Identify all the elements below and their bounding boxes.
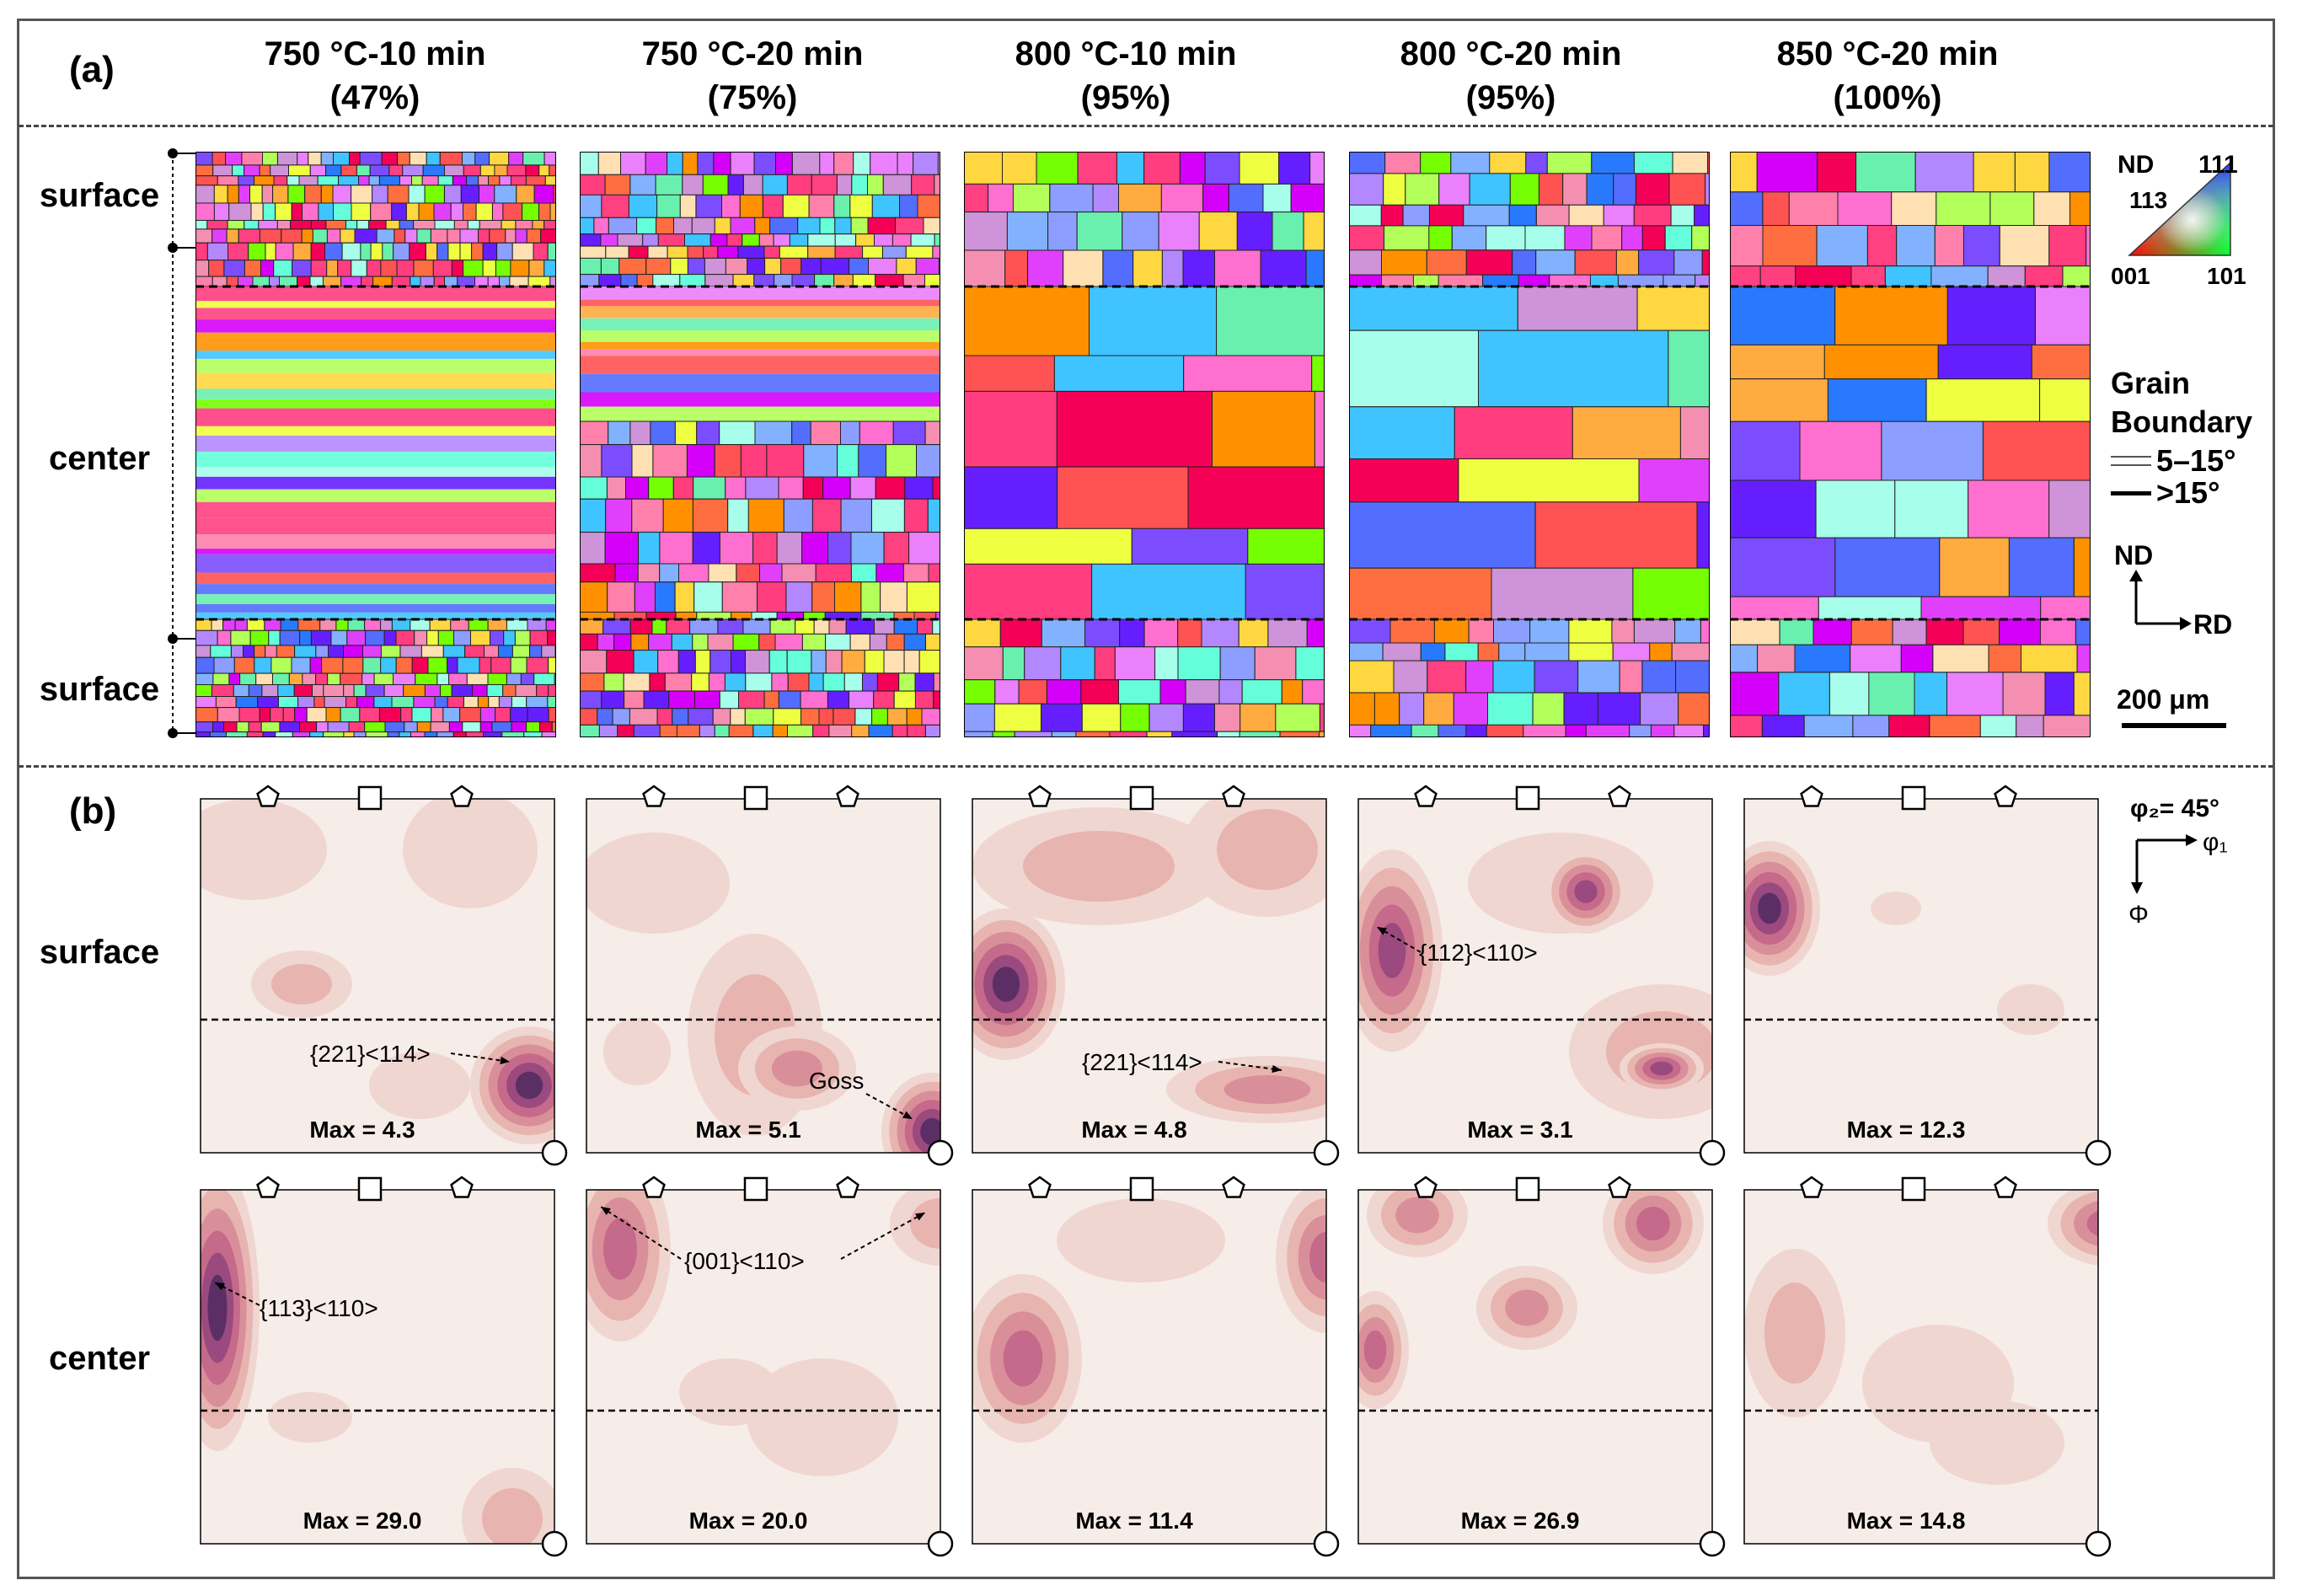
- annotation-221-114: {221}<114>: [310, 1041, 431, 1067]
- ipf-001-label: 001: [2111, 263, 2150, 289]
- odf-surface-2: Max = 5.1 Goss: [586, 785, 954, 1166]
- phi1-label: φ₁: [2203, 828, 2228, 856]
- ipf-101-label: 101: [2207, 263, 2246, 289]
- odf-max-label: Max = 11.4: [1075, 1508, 1193, 1534]
- odf-center-5: Max = 14.8: [1743, 1176, 2112, 1557]
- ebsd-map-4: [1349, 152, 1710, 737]
- column-header-3: 800 °C-10 min (95%): [940, 32, 1311, 120]
- odf-surface-5: Max = 12.3: [1743, 785, 2112, 1166]
- condition-label: 850 °C-20 min: [1776, 35, 1999, 72]
- thickness-bracket: [168, 148, 196, 738]
- panel-label-a: (a): [69, 49, 115, 90]
- condition-label: 750 °C-20 min: [641, 35, 864, 72]
- ebsd-map-3: [964, 152, 1325, 737]
- condition-label: 750 °C-10 min: [264, 35, 486, 72]
- axis-nd-label: ND: [2114, 540, 2153, 570]
- figure-frame: [17, 19, 2275, 1579]
- annotation-113-110: {113}<110>: [260, 1295, 378, 1321]
- panel-label-b: (b): [69, 790, 117, 832]
- ebsd-map-5: [1730, 152, 2091, 737]
- odf-max-label: Max = 12.3: [1847, 1117, 1966, 1143]
- scale-bar: [2122, 723, 2226, 728]
- odf-max-label: Max = 4.8: [1081, 1117, 1186, 1143]
- ipf-111-label: 111: [2198, 151, 2238, 179]
- grain-boundary-title-1: Grain: [2111, 366, 2191, 400]
- annotation-001-110: {001}<110>: [684, 1248, 805, 1274]
- high-angle-boundary-label: >15°: [2156, 475, 2220, 510]
- odf-center-1: Max = 29.0 {113}<110>: [200, 1176, 568, 1557]
- ipf-triangle-legend: ND 111 113 001 101: [2111, 151, 2246, 289]
- ebsd-map-2: [580, 152, 940, 737]
- grain-boundary-legend: Grain Boundary 5–15° >15°: [2111, 364, 2252, 512]
- odf-max-label: Max = 4.3: [309, 1117, 415, 1143]
- header-divider: [19, 125, 2273, 127]
- fraction-label: (95%): [1080, 79, 1171, 116]
- odf-row-label-surface: surface: [39, 934, 160, 971]
- grain-boundary-title-2: Boundary: [2111, 404, 2253, 439]
- axis-rd-label: RD: [2193, 609, 2232, 640]
- column-header-4: 800 °C-20 min (95%): [1325, 32, 1696, 120]
- odf-max-label: Max = 29.0: [303, 1508, 422, 1534]
- phi2-label: φ₂= 45°: [2130, 795, 2219, 822]
- high-angle-boundary-swatch: [2111, 490, 2151, 495]
- sample-axes-legend: ND RD: [2114, 540, 2232, 640]
- fraction-label: (100%): [1833, 79, 1942, 116]
- odf-center-3: Max = 11.4: [972, 1176, 1340, 1557]
- odf-max-label: Max = 3.1: [1467, 1117, 1572, 1143]
- annotation-112-110: {112}<110>: [1419, 940, 1538, 966]
- fraction-label: (75%): [707, 79, 798, 116]
- condition-label: 800 °C-10 min: [1015, 35, 1237, 72]
- ipf-113-label: 113: [2129, 187, 2167, 213]
- low-angle-boundary-swatch: [2111, 456, 2151, 466]
- odf-max-label: Max = 14.8: [1847, 1508, 1966, 1534]
- column-header-5: 850 °C-20 min (100%): [1702, 32, 2073, 120]
- phi-label: Φ: [2128, 901, 2149, 929]
- ipf-nd-label: ND: [2118, 151, 2154, 179]
- odf-center-2: Max = 20.0 {001}<110>: [586, 1176, 954, 1557]
- odf-surface-4: Max = 3.1 {112}<110>: [1357, 785, 1726, 1166]
- odf-max-label: Max = 5.1: [695, 1117, 800, 1143]
- annotation-221-114: {221}<114>: [1082, 1049, 1202, 1075]
- odf-row-label-center: center: [48, 1340, 151, 1377]
- ebsd-row-label-surface-bottom: surface: [39, 671, 160, 708]
- panel-divider: [19, 765, 2273, 768]
- odf-surface-1: Max = 4.3 {221}<114>: [200, 785, 568, 1166]
- odf-axes-legend: φ₂= 45° φ₁ Φ: [2128, 795, 2228, 929]
- odf-center-4: Max = 26.9: [1357, 1176, 1726, 1557]
- odf-max-label: Max = 20.0: [689, 1508, 808, 1534]
- ebsd-row-label-center: center: [48, 440, 151, 477]
- odf-max-label: Max = 26.9: [1461, 1508, 1580, 1534]
- annotation-goss: Goss: [809, 1068, 864, 1094]
- fraction-label: (47%): [329, 79, 420, 116]
- condition-label: 800 °C-20 min: [1400, 35, 1622, 72]
- column-header-1: 750 °C-10 min (47%): [190, 32, 560, 120]
- column-header-2: 750 °C-20 min (75%): [567, 32, 938, 120]
- fraction-label: (95%): [1465, 79, 1556, 116]
- scale-bar-label: 200 μm: [2117, 684, 2210, 715]
- low-angle-boundary-label: 5–15°: [2156, 443, 2236, 478]
- ebsd-map-1: [195, 152, 556, 737]
- odf-surface-3: Max = 4.8 {221}<114>: [972, 785, 1340, 1166]
- ebsd-row-label-surface-top: surface: [39, 177, 160, 214]
